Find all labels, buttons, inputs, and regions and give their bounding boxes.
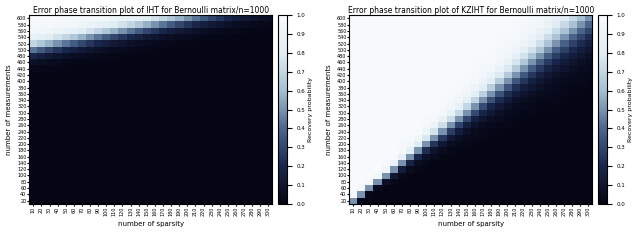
X-axis label: number of sparsity: number of sparsity xyxy=(118,221,184,227)
Y-axis label: number of measurements: number of measurements xyxy=(6,64,12,155)
Title: Error phase transition plot of IHT for Bernoulli matrix/n=1000: Error phase transition plot of IHT for B… xyxy=(33,6,269,14)
Title: Error phase transition plot of KZIHT for Bernoulli matrix/n=1000: Error phase transition plot of KZIHT for… xyxy=(348,6,594,14)
X-axis label: number of sparsity: number of sparsity xyxy=(438,221,504,227)
Y-axis label: number of measurements: number of measurements xyxy=(326,64,332,155)
Y-axis label: Recovery probability: Recovery probability xyxy=(308,77,314,142)
Y-axis label: Recovery probability: Recovery probability xyxy=(628,77,634,142)
